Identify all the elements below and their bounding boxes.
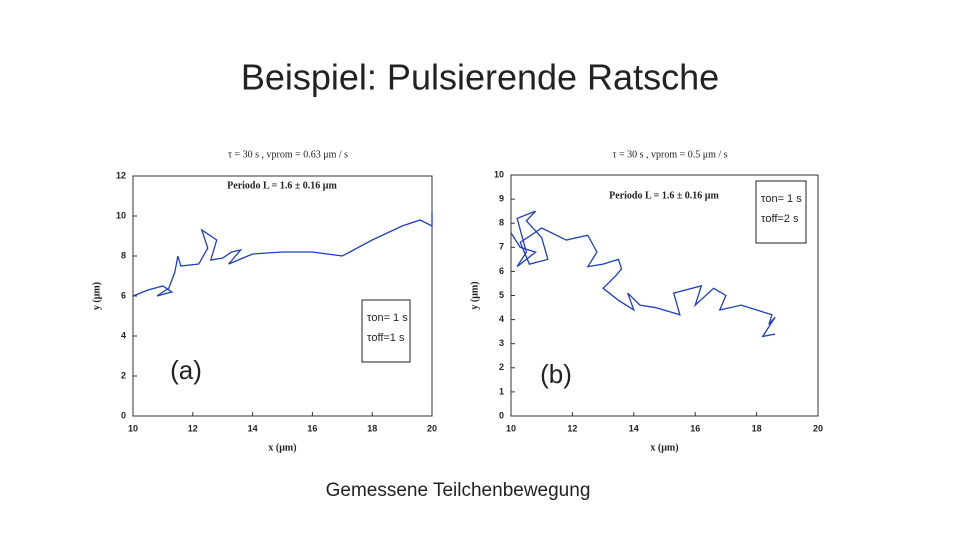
y-tick-label: 6 [499, 266, 504, 276]
x-axis-label: x (μm) [650, 442, 678, 453]
caption: Gemessene Teilchenbewegung [326, 480, 591, 501]
param-box [361, 299, 411, 363]
y-tick-label: 1 [499, 386, 504, 396]
param-text: τon= 1 s [761, 193, 802, 205]
y-tick-label: 3 [499, 338, 504, 348]
y-tick-label: 6 [121, 290, 126, 300]
chart-header: τ = 30 s , vprom = 0.63 μm / s [228, 149, 348, 160]
x-tick-label: 16 [307, 423, 317, 433]
trajectory [132, 212, 433, 297]
x-tick-label: 12 [567, 423, 577, 433]
x-tick-label: 20 [427, 423, 437, 433]
panel-label: (b) [540, 359, 572, 389]
x-tick-label: 10 [128, 423, 138, 433]
y-tick-label: 5 [499, 290, 504, 300]
x-tick-label: 16 [690, 423, 700, 433]
y-tick-label: 12 [116, 170, 126, 180]
chart-header: τ = 30 s , vprom = 0.5 μm / s [612, 149, 727, 160]
y-tick-label: 0 [499, 410, 504, 420]
annotation: Periodo L = 1.6 ± 0.16 μm [227, 180, 337, 191]
y-tick-label: 2 [499, 362, 504, 372]
param-text: τon= 1 s [367, 312, 408, 324]
y-tick-label: 8 [121, 250, 126, 260]
x-tick-label: 18 [752, 423, 762, 433]
x-tick-label: 12 [188, 423, 198, 433]
y-axis-label: y (μm) [469, 281, 480, 309]
panel-label: (a) [170, 355, 202, 385]
y-tick-label: 10 [116, 210, 126, 220]
y-tick-label: 7 [499, 242, 504, 252]
x-tick-label: 20 [813, 423, 823, 433]
x-tick-label: 14 [629, 423, 639, 433]
param-text: τoff=1 s [367, 332, 405, 344]
x-tick-label: 14 [248, 423, 258, 433]
y-tick-label: 8 [499, 218, 504, 228]
y-tick-label: 4 [499, 314, 504, 324]
x-tick-label: 18 [367, 423, 377, 433]
trajectory [510, 210, 776, 338]
y-tick-label: 10 [494, 169, 504, 179]
y-tick-label: 4 [121, 330, 126, 340]
y-tick-label: 2 [121, 370, 126, 380]
y-tick-label: 0 [121, 410, 126, 420]
y-axis-label: y (μm) [91, 282, 102, 310]
y-tick-label: 9 [499, 193, 504, 203]
x-tick-label: 10 [506, 423, 516, 433]
param-box [755, 180, 807, 244]
slide-title: Beispiel: Pulsierende Ratsche [241, 57, 719, 98]
x-axis-label: x (μm) [268, 442, 296, 453]
annotation: Periodo L = 1.6 ± 0.16 μm [609, 190, 719, 201]
param-text: τoff=2 s [761, 213, 799, 225]
